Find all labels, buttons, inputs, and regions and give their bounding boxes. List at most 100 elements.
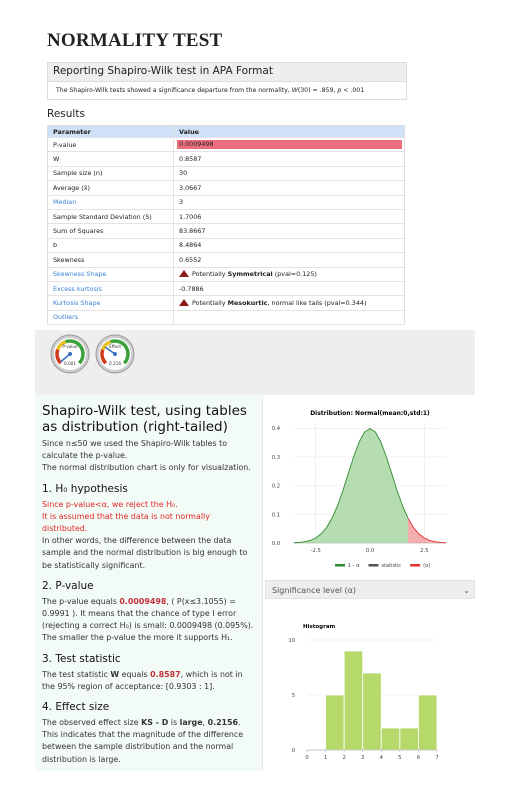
- distribution-chart: Distribution: Normal(mean:0,std:1) 0.0 0.1…: [272, 410, 447, 569]
- x-tick-label: 4: [380, 755, 384, 761]
- gauge-needle: [60, 353, 71, 363]
- value-text: 0.8587: [179, 155, 202, 164]
- section-heading: 3. Test statistic: [42, 652, 121, 665]
- text-run: Potentially: [192, 270, 228, 279]
- gauge: Effect 0.216: [95, 334, 135, 374]
- text-run: . This indicates that the magnitude of t…: [42, 718, 244, 764]
- x-tick-label: 2.5: [420, 548, 428, 554]
- text-run: It is assumed that the data is not norma…: [42, 511, 210, 534]
- gauge-arc: [101, 340, 112, 351]
- text-run: Potentially: [192, 298, 228, 307]
- paragraph: The p-value equals 0.0009498, ( P(x≤3.10…: [42, 596, 254, 645]
- chart-title: Distribution: Normal(mean:0,std:1): [310, 410, 430, 417]
- paragraph: It is assumed that the data is not norma…: [42, 511, 254, 535]
- table-row: W 0.8587: [47, 151, 405, 167]
- text-run: large: [179, 718, 203, 728]
- x-tick-label: 0.0: [366, 548, 374, 554]
- text-run: 0.2156: [207, 718, 239, 728]
- table-row: Outliers: [47, 310, 405, 326]
- text-run: 0.8587: [150, 669, 181, 679]
- value-text: 1.7006: [179, 212, 202, 221]
- value-cell: 3.0667: [173, 180, 405, 196]
- x-tick-label: 5: [398, 755, 401, 761]
- paragraph: Since p-value<α, we reject the H₀.: [42, 499, 254, 511]
- text-run: < .001: [341, 87, 365, 94]
- apa-text: The Shapiro-Wilk tests showed a signific…: [48, 81, 406, 99]
- text-run: p: [337, 87, 342, 94]
- gauge-needle: [104, 346, 116, 355]
- section-heading: 1. H₀ hypothesis: [42, 482, 128, 495]
- paragraph: In other words, the difference between t…: [42, 535, 254, 572]
- y-tick-label: 10: [288, 638, 295, 644]
- text-run: Since p-value<α, we reject the H₀.: [42, 499, 178, 509]
- value-text: 0.0009498: [177, 140, 402, 150]
- gauge-arc: [55, 348, 63, 365]
- histogram-chart: Histogram 0 5 10 0 1 2 3 4 5 6 7: [288, 624, 438, 761]
- text-run: Symmetrical: [227, 270, 273, 279]
- text-run: Mesokurtic: [227, 298, 268, 307]
- value-text: 8.4864: [179, 241, 202, 250]
- column-header: Value: [173, 125, 405, 138]
- select-label: Significance level (α): [272, 586, 357, 595]
- chart-title: Histogram: [303, 624, 336, 630]
- table-row: Sample size (n) 30: [47, 166, 405, 182]
- legend-label: statistic: [381, 563, 401, 569]
- gauge-hub: [113, 352, 117, 356]
- legend-label: 1 - α: [348, 563, 360, 569]
- gauge-band: P-value 0.001 Effect 0.216: [35, 330, 475, 395]
- page-title: NORMALITY TEST: [47, 30, 223, 51]
- text-run: 0.0009498: [119, 596, 167, 606]
- legend-label: (α): [423, 563, 430, 569]
- table-row: b 8.4864: [47, 238, 405, 254]
- text-run: , ( P(x≤3.1055) = 0.9991 ). It means tha…: [42, 596, 254, 643]
- table-row: Skewness 0.6552: [47, 252, 405, 268]
- parameter-cell: b: [47, 238, 174, 254]
- curve: [407, 518, 447, 544]
- gauge-value: 0.001: [64, 361, 76, 366]
- value-text: 30: [179, 169, 188, 178]
- apa-heading: Reporting Shapiro-Wilk test in APA Forma…: [48, 63, 406, 81]
- shape-icon: [179, 298, 189, 306]
- value-cell: 0.8587: [173, 151, 405, 167]
- y-tick-label: 0.1: [272, 512, 280, 518]
- y-tick-label: 0: [292, 748, 295, 754]
- value-cell: 0.6552: [173, 252, 405, 268]
- y-tick-label: 0.0: [272, 541, 280, 547]
- gauge-label: P-value: [62, 344, 78, 349]
- value-cell: 8.4864: [173, 238, 405, 254]
- value-text: -0.7886: [179, 284, 204, 293]
- text-run: (30) = .859,: [297, 87, 338, 94]
- value-text: 3: [179, 198, 184, 207]
- column-header: Parameter: [47, 125, 174, 138]
- text-run: (pval=0.125): [272, 270, 317, 279]
- parameter-cell: Excess kurtosis: [47, 281, 174, 297]
- parameter-cell: Skewness Shape: [47, 267, 174, 282]
- significance-select[interactable]: Significance level (α) ⌄: [265, 580, 475, 599]
- gauge-arc: [64, 339, 85, 365]
- x-tick-label: 1: [324, 755, 327, 761]
- table-row: P-value 0.0009498: [47, 137, 405, 153]
- apa-box: Reporting Shapiro-Wilk test in APA Forma…: [47, 62, 407, 100]
- bar: [343, 650, 364, 751]
- gauge-hub: [68, 352, 72, 356]
- bar: [380, 727, 401, 751]
- y-tick-label: 5: [292, 693, 295, 699]
- x-tick-label: -2.5: [311, 548, 321, 554]
- gauge-arc: [56, 340, 67, 351]
- text-run: W: [291, 87, 298, 94]
- bar: [418, 694, 438, 751]
- parameter-cell: Outliers: [47, 310, 174, 326]
- text-run: KS - D: [141, 718, 169, 728]
- value-cell: -0.7886: [173, 281, 405, 297]
- table-row: Sample Standard Deviation (S) 1.7006: [47, 209, 405, 225]
- paragraph: The normal distribution chart is only fo…: [42, 462, 254, 474]
- text-run: W: [110, 669, 120, 679]
- parameter-cell: P-value: [47, 137, 174, 153]
- text-run: The normal distribution chart is only fo…: [42, 463, 251, 473]
- paragraph: The test statistic W equals 0.8587, whic…: [42, 669, 254, 693]
- bar: [399, 727, 419, 751]
- value-cell: Potentially Mesokurtic, normal like tail…: [173, 295, 405, 311]
- bar: [362, 672, 382, 751]
- gauge-arc: [100, 348, 108, 365]
